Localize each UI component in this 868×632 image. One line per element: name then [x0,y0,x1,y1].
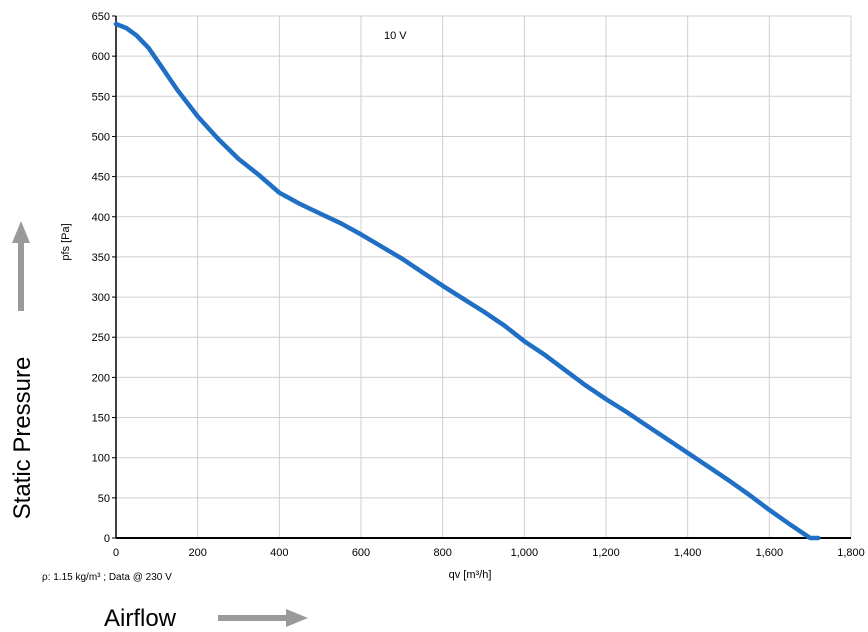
y-tick-label: 500 [92,131,110,143]
pressure-curve [113,21,821,541]
y-tick-label: 650 [92,11,110,23]
axis-ticks: 0 200 400 600 800 1,000 1,200 1,400 1,600 1,800 0 5… [92,11,865,559]
x-tick-label: 1,600 [756,547,784,559]
x-tick-label: 1,800 [837,547,865,559]
y-tick-label: 600 [92,51,110,63]
y-tick-label: 50 [98,493,110,505]
static-pressure-label: Static Pressure [9,357,36,520]
y-tick-label: 300 [92,292,110,304]
y-tick-label: 550 [92,91,110,103]
y-tick-label: 0 [104,533,110,545]
x-tick-label: 800 [433,547,451,559]
x-tick-label: 1,000 [511,547,539,559]
x-tick-label: 0 [113,547,119,559]
x-tick-label: 1,200 [592,547,620,559]
y-axis-label: pfs [Pa] [60,223,72,260]
y-tick-label: 350 [92,252,110,264]
y-tick-label: 400 [92,212,110,224]
grid [116,15,852,538]
right-arrow-icon [218,609,308,627]
up-arrow-icon [12,221,30,311]
axes [112,15,851,539]
x-tick-label: 400 [270,547,288,559]
y-tick-label: 100 [92,453,110,465]
series-layer [113,21,821,541]
x-tick-label: 200 [188,547,206,559]
x-tick-label: 1,400 [674,547,702,559]
airflow-label: Airflow [104,605,177,632]
y-tick-label: 450 [92,172,110,184]
x-tick-label: 600 [352,547,370,559]
voltage-annotation: 10 V [384,30,407,42]
x-axis-label: qv [m³/h] [449,569,492,581]
y-tick-label: 250 [92,332,110,344]
y-tick-label: 200 [92,372,110,384]
y-tick-label: 150 [92,413,110,425]
footnote: ρ: 1.15 kg/m³ ; Data @ 230 V [42,572,172,583]
